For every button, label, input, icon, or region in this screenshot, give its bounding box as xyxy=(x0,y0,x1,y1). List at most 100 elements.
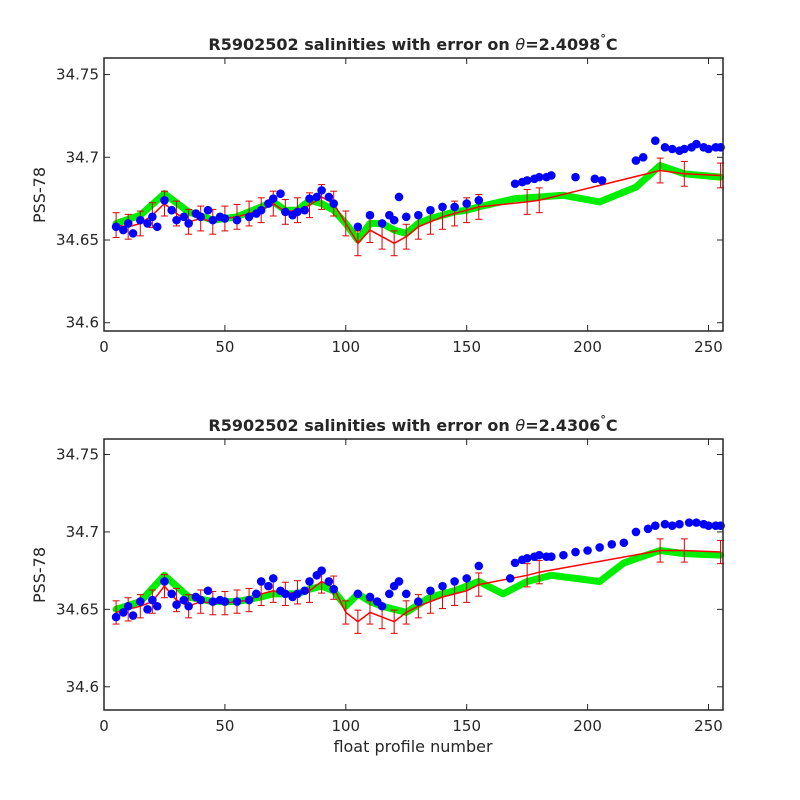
series-original-point xyxy=(534,172,544,182)
series-original-point xyxy=(692,518,701,527)
series-original-point xyxy=(365,592,375,602)
series-original-point xyxy=(450,202,459,212)
series-original-point xyxy=(232,597,242,606)
y-tick-label: 34.7 xyxy=(66,523,99,541)
series-original-point xyxy=(597,176,607,185)
series-original-point xyxy=(638,152,648,162)
x-tick-label: 200 xyxy=(573,717,602,735)
chart-title: R5902502 salinities with error on θ=2.43… xyxy=(208,413,617,435)
series-original-point xyxy=(268,194,278,203)
series-original-point xyxy=(220,214,230,223)
x-tick-label: 50 xyxy=(215,717,234,735)
series-original-point xyxy=(571,547,580,557)
series-original-point xyxy=(244,595,254,605)
series-original-point xyxy=(619,538,629,548)
series-original-point xyxy=(401,589,411,599)
series-original-point xyxy=(590,174,600,184)
x-tick-label: 100 xyxy=(331,717,360,735)
series-original-point xyxy=(675,519,684,529)
series-original-point xyxy=(208,597,218,606)
series-original-point xyxy=(317,566,326,575)
series-original-point xyxy=(184,601,193,611)
series-original-point xyxy=(276,189,285,198)
series-original-point xyxy=(329,584,339,594)
series-original-point xyxy=(203,205,213,215)
series-original-point xyxy=(305,577,314,586)
series-original-point xyxy=(667,521,677,531)
series-original-point xyxy=(650,136,660,146)
series-original-point xyxy=(450,577,459,586)
series-original-point xyxy=(377,601,387,611)
series-original-point xyxy=(394,577,404,586)
axes-box xyxy=(103,438,724,711)
series-original-point xyxy=(547,171,556,180)
series-original-point xyxy=(680,144,689,154)
series-original-point xyxy=(510,179,520,189)
y-tick-label: 34.6 xyxy=(66,678,99,696)
y-tick-label: 34.6 xyxy=(66,314,99,332)
series-original-point xyxy=(167,589,177,599)
series-original-point xyxy=(128,229,138,238)
series-original-point xyxy=(462,574,471,583)
series-original-point xyxy=(324,577,334,586)
series-original-point xyxy=(474,195,484,205)
series-original-point xyxy=(324,192,334,202)
series-original-point xyxy=(281,589,290,599)
series-original-point xyxy=(208,215,218,225)
series-original-point xyxy=(305,194,314,203)
series-original-point xyxy=(160,577,169,586)
series-original-point xyxy=(559,550,568,560)
series-original-point xyxy=(704,144,713,154)
series-original-point xyxy=(244,212,254,222)
series-original-point xyxy=(474,561,484,571)
x-tick-label: 0 xyxy=(99,338,109,356)
series-original-point xyxy=(438,202,447,212)
series-original-point xyxy=(172,215,181,225)
series-original-point xyxy=(232,215,242,225)
x-tick-label: 100 xyxy=(331,338,360,356)
series-original-point xyxy=(123,219,133,228)
series-original-point xyxy=(123,601,133,611)
series-original-point xyxy=(148,595,157,605)
series-original-point xyxy=(394,192,404,202)
y-tick-label: 34.65 xyxy=(56,231,99,249)
chart-panel-top: R5902502 salinities with error on θ=2.40… xyxy=(30,32,725,356)
series-original-point xyxy=(152,601,162,611)
series-original-point xyxy=(631,527,641,537)
x-tick-label: 150 xyxy=(452,717,481,735)
series-original-point xyxy=(135,597,145,606)
series-original-point xyxy=(522,176,532,185)
y-tick-label: 34.65 xyxy=(56,600,99,618)
series-original-point xyxy=(426,205,435,215)
series-original-point xyxy=(522,553,532,563)
y-tick-label: 34.7 xyxy=(66,148,99,166)
series-original-point xyxy=(660,519,670,529)
series-original-point xyxy=(203,586,213,596)
series-original-point xyxy=(143,605,152,614)
series-original-point xyxy=(643,524,653,534)
series-original-point xyxy=(660,143,670,152)
series-original-point xyxy=(172,600,181,609)
chart-title: R5902502 salinities with error on θ=2.40… xyxy=(208,32,617,54)
series-original-point xyxy=(595,543,604,552)
y-tick-label: 34.75 xyxy=(56,445,99,463)
series-original-point xyxy=(414,597,423,606)
x-tick-label: 0 xyxy=(99,717,109,735)
series-original-point xyxy=(184,219,193,228)
series-original-point xyxy=(389,215,399,225)
series-original-point xyxy=(179,212,189,222)
series-original-point xyxy=(160,195,169,205)
series-original-point xyxy=(179,595,189,605)
series-original-point xyxy=(119,225,128,235)
series-original-point xyxy=(300,205,309,215)
series-original-point xyxy=(264,581,273,591)
series-original-point xyxy=(583,546,592,555)
series-original-point xyxy=(353,222,363,232)
series-original-point xyxy=(196,595,206,605)
y-tick-label: 34.75 xyxy=(56,66,99,84)
series-original-point xyxy=(505,574,515,583)
series-original-point xyxy=(111,222,121,232)
series-original-point xyxy=(510,558,520,568)
series-original-point xyxy=(128,611,138,620)
